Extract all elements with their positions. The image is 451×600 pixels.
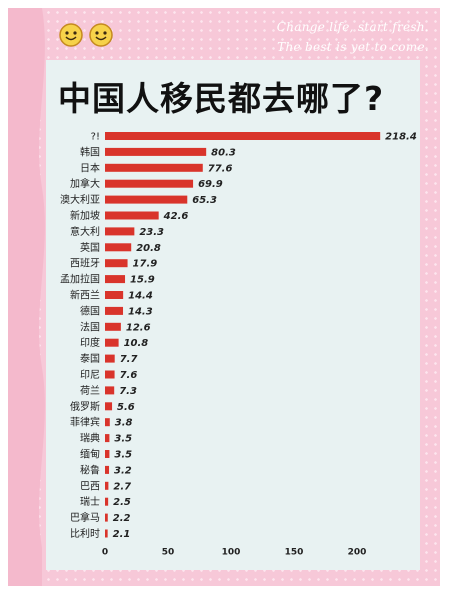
category-label: 瑞士 — [80, 495, 100, 508]
x-tick-label: 50 — [162, 548, 175, 558]
bar — [105, 291, 124, 299]
bar — [105, 418, 110, 427]
value-label: 42.6 — [163, 211, 189, 222]
value-label: 20.8 — [136, 243, 161, 254]
category-label: 泰国 — [80, 352, 100, 365]
category-label: 菲律宾 — [70, 416, 100, 429]
value-label: 14.3 — [128, 306, 153, 317]
bar — [105, 386, 115, 395]
value-label: 7.3 — [119, 386, 137, 397]
value-label: 5.6 — [117, 402, 135, 413]
bar — [105, 370, 115, 379]
value-label: 218.4 — [385, 132, 417, 143]
value-label: 23.3 — [139, 227, 164, 238]
category-label: 韩国 — [80, 145, 100, 158]
category-label: 比利时 — [70, 528, 100, 540]
category-label: 孟加拉国 — [60, 273, 100, 286]
bar — [105, 338, 119, 347]
category-label: 澳大利亚 — [60, 193, 100, 206]
value-label: 10.8 — [124, 338, 149, 349]
category-label: 日本 — [80, 161, 100, 174]
value-label: 2.2 — [113, 513, 131, 524]
x-tick-label: 100 — [222, 548, 241, 558]
bar — [105, 163, 203, 172]
value-label: 14.4 — [128, 291, 153, 302]
bar — [105, 402, 113, 411]
category-label: 意大利 — [70, 225, 100, 238]
category-label: 新西兰 — [70, 289, 100, 302]
category-label: 缅甸 — [80, 448, 100, 461]
bar — [105, 497, 109, 506]
category-label: 秘鲁 — [80, 463, 100, 476]
value-label: 65.3 — [192, 195, 217, 206]
value-label: 3.5 — [114, 434, 132, 445]
value-label: 77.6 — [208, 163, 233, 174]
category-label: 新加坡 — [70, 209, 100, 222]
category-label: 印尼 — [80, 369, 100, 381]
slogan-line-2: The best is yet to come. — [277, 40, 429, 54]
bar — [105, 322, 121, 331]
bar-chart: ?! 218.4 韩国 80.3 日本 77.6 加拿大 69.9 澳大利亚 65.3 新加坡 42.… — [60, 132, 417, 558]
value-label: 7.7 — [120, 354, 138, 365]
value-label: 17.9 — [133, 259, 158, 270]
bar — [105, 132, 381, 140]
category-label: 德国 — [80, 304, 100, 317]
bar — [105, 243, 132, 252]
category-label: ?! — [91, 132, 100, 143]
value-label: 3.8 — [115, 418, 133, 429]
bar — [105, 147, 207, 156]
bar — [105, 434, 110, 443]
bar — [105, 195, 188, 204]
smiley-mascot-icon — [59, 23, 83, 47]
bar — [105, 513, 108, 522]
x-tick-label: 0 — [102, 548, 108, 558]
bar — [105, 481, 109, 490]
bar — [105, 179, 194, 188]
category-label: 俄罗斯 — [70, 400, 100, 413]
bar — [105, 306, 124, 315]
slogan-line-1: Change life, start fresh. — [276, 20, 429, 34]
category-label: 印度 — [80, 336, 100, 349]
x-tick-label: 200 — [348, 548, 367, 558]
bar — [105, 227, 135, 236]
value-label: 7.6 — [120, 370, 138, 381]
chart-title: 中国人移民都去哪了? — [58, 79, 385, 118]
bar — [105, 259, 128, 268]
bar — [105, 354, 115, 363]
category-label: 荷兰 — [80, 384, 100, 397]
bar — [105, 450, 110, 458]
value-label: 15.9 — [130, 275, 155, 286]
wavy-left-border — [8, 8, 45, 586]
category-label: 西班牙 — [70, 258, 100, 270]
bar — [105, 465, 110, 474]
bar — [105, 275, 126, 284]
bar — [105, 211, 159, 220]
value-label: 2.1 — [113, 529, 131, 540]
value-label: 2.7 — [113, 481, 131, 492]
category-label: 加拿大 — [70, 177, 100, 190]
value-label: 2.5 — [113, 497, 131, 508]
bar — [105, 529, 108, 538]
value-label: 69.9 — [198, 179, 223, 190]
value-label: 3.5 — [114, 450, 132, 461]
category-label: 法国 — [80, 320, 100, 333]
category-label: 巴拿马 — [70, 511, 100, 524]
category-label: 瑞典 — [80, 432, 100, 445]
x-tick-label: 150 — [285, 548, 304, 558]
value-label: 3.2 — [114, 465, 132, 476]
category-label: 英国 — [80, 241, 100, 254]
value-label: 80.3 — [211, 147, 236, 158]
smiley-mascot-icon — [89, 23, 113, 47]
value-label: 12.6 — [126, 322, 151, 333]
category-label: 巴西 — [80, 480, 100, 492]
